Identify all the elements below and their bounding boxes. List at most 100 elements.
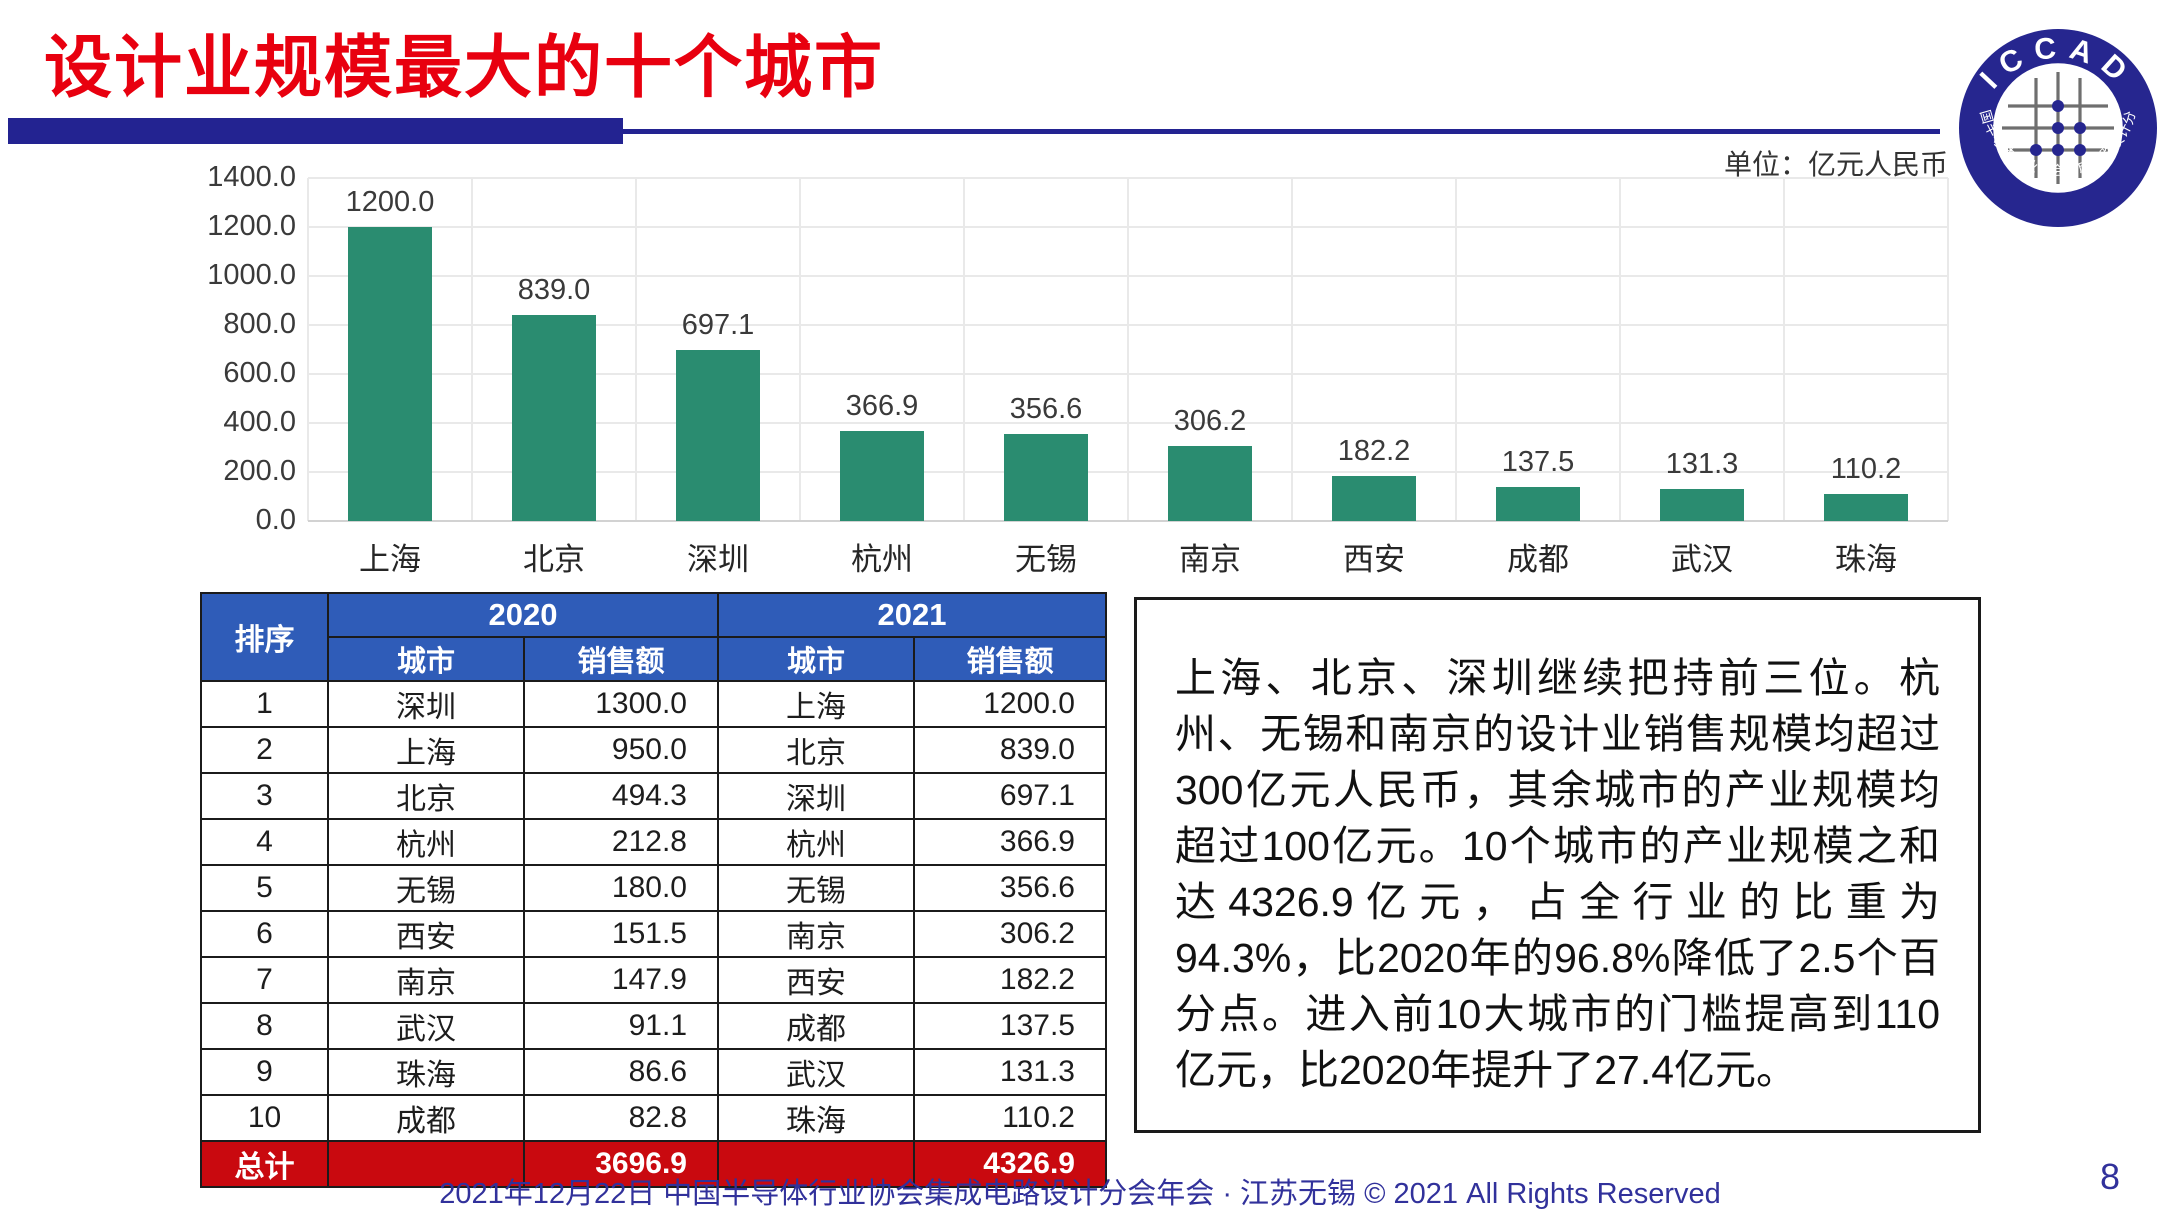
x-axis-tick-label: 南京 (1179, 542, 1241, 577)
cell-sales-2020: 180.0 (523, 864, 719, 912)
cell-sales-2021: 1200.0 (913, 680, 1107, 728)
table-header-sales: 销售额 (523, 636, 719, 682)
table-row: 3 北京 494.3 深圳 697.1 (200, 772, 1107, 820)
cell-sales-2021: 182.2 (913, 956, 1107, 1004)
cell-city-2020: 无锡 (327, 864, 525, 912)
cell-sales-2021: 366.9 (913, 818, 1107, 866)
bar-value-label: 131.3 (1665, 448, 1739, 480)
ranking-table-container: 排序 2020 2021 城市 销售额 城市 销售额 1 深圳 1300.0 上海 1200.0 2 上海… (200, 592, 1107, 1188)
y-axis-tick-label: 1400.0 (207, 161, 296, 193)
cell-sales-2021: 137.5 (913, 1002, 1107, 1050)
table-row: 5 无锡 180.0 无锡 356.6 (200, 864, 1107, 912)
bar-chart: 1200.0 839.0 697.1 366.9 356.6 306.2 182.2 137.… (140, 160, 1955, 590)
table-header-city: 城市 (327, 636, 525, 682)
grid-line-horizontal (308, 177, 1948, 179)
table-row: 4 杭州 212.8 杭州 366.9 (200, 818, 1107, 866)
table-row: 1 深圳 1300.0 上海 1200.0 (200, 680, 1107, 728)
table-total-row: 总计 3696.9 4326.9 (200, 1140, 1107, 1188)
logo-circuit-dots (2030, 100, 2086, 156)
y-axis-tick-label: 1200.0 (207, 210, 296, 242)
grid-line-horizontal (308, 275, 1948, 277)
grid-line-horizontal (308, 226, 1948, 228)
x-axis-tick-label: 武汉 (1671, 542, 1733, 577)
cell-sales-2021: 306.2 (913, 910, 1107, 958)
cell-city-2021: 南京 (717, 910, 915, 958)
grid-line-vertical (307, 178, 309, 521)
x-axis-tick-label: 成都 (1507, 542, 1569, 577)
cell-city-2020: 北京 (327, 772, 525, 820)
grid-line-vertical (1127, 178, 1129, 521)
bar-无锡 (1004, 434, 1088, 521)
bar-value-label: 697.1 (681, 309, 755, 341)
grid-line-vertical (1291, 178, 1293, 521)
cell-sales-2021: 839.0 (913, 726, 1107, 774)
cell-city-2021: 上海 (717, 680, 915, 728)
cell-sales-2020: 212.8 (523, 818, 719, 866)
grid-line-horizontal (308, 422, 1948, 424)
y-axis-tick-label: 1000.0 (207, 259, 296, 291)
y-axis-tick-label: 800.0 (223, 308, 296, 340)
cell-sales-2021: 110.2 (913, 1094, 1107, 1142)
cell-rank: 6 (200, 910, 329, 958)
cell-city-2020: 珠海 (327, 1048, 525, 1096)
cell-rank: 7 (200, 956, 329, 1004)
bar-value-label: 1200.0 (345, 186, 435, 218)
cell-city-2020: 深圳 (327, 680, 525, 728)
bar-value-label: 182.2 (1337, 435, 1411, 467)
table-row: 9 珠海 86.6 武汉 131.3 (200, 1048, 1107, 1096)
table-header-2020: 2020 (327, 592, 719, 638)
cell-city-2020: 武汉 (327, 1002, 525, 1050)
cell-rank: 3 (200, 772, 329, 820)
analysis-box: 上海、北京、深圳继续把持前三位。杭州、无锡和南京的设计业销售规模均超过300亿元… (1134, 597, 1981, 1133)
cell-sales-2020: 151.5 (523, 910, 719, 958)
cell-sales-2020: 494.3 (523, 772, 719, 820)
cell-rank: 2 (200, 726, 329, 774)
bar-杭州 (840, 431, 924, 521)
cell-city-2021: 武汉 (717, 1048, 915, 1096)
x-axis-tick-label: 珠海 (1835, 542, 1897, 577)
table-row: 7 南京 147.9 西安 182.2 (200, 956, 1107, 1004)
cell-sales-2021: 697.1 (913, 772, 1107, 820)
title-divider-thin (623, 129, 1940, 134)
title-divider-thick (8, 118, 623, 144)
iccad-logo: ICCAD 中国半导体行业协会集成电路设计分会 (1958, 28, 2157, 227)
grid-line-vertical (1619, 178, 1621, 521)
bar-深圳 (676, 350, 760, 521)
cell-city-2020: 杭州 (327, 818, 525, 866)
bar-value-label: 356.6 (1009, 393, 1083, 425)
x-axis-tick-label: 深圳 (687, 542, 749, 577)
bar-value-label: 306.2 (1173, 405, 1247, 437)
total-empty-2020 (327, 1140, 525, 1188)
total-label: 总计 (200, 1140, 329, 1188)
grid-line-vertical (1455, 178, 1457, 521)
cell-city-2021: 杭州 (717, 818, 915, 866)
bar-成都 (1496, 487, 1580, 521)
cell-city-2020: 西安 (327, 910, 525, 958)
cell-city-2021: 北京 (717, 726, 915, 774)
grid-line-horizontal (308, 324, 1948, 326)
table-header-city: 城市 (717, 636, 915, 682)
chart-plot: 1200.0 839.0 697.1 366.9 356.6 306.2 182.2 137.… (307, 177, 1949, 522)
bar-value-label: 137.5 (1501, 446, 1575, 478)
x-axis-tick-label: 西安 (1343, 542, 1405, 577)
grid-line-horizontal (308, 520, 1948, 522)
cell-city-2021: 无锡 (717, 864, 915, 912)
total-sales-2021: 4326.9 (913, 1140, 1107, 1188)
cell-city-2021: 深圳 (717, 772, 915, 820)
cell-city-2021: 成都 (717, 1002, 915, 1050)
y-axis-tick-label: 0.0 (255, 504, 296, 536)
bar-value-label: 366.9 (845, 390, 919, 422)
cell-sales-2020: 1300.0 (523, 680, 719, 728)
grid-line-vertical (1947, 178, 1949, 521)
cell-sales-2020: 147.9 (523, 956, 719, 1004)
cell-city-2020: 成都 (327, 1094, 525, 1142)
analysis-text: 上海、北京、深圳继续把持前三位。杭州、无锡和南京的设计业销售规模均超过300亿元… (1175, 655, 1940, 1093)
cell-city-2021: 西安 (717, 956, 915, 1004)
grid-line-vertical (635, 178, 637, 521)
x-axis-tick-label: 无锡 (1015, 542, 1077, 577)
y-axis-tick-label: 600.0 (223, 357, 296, 389)
grid-line-vertical (471, 178, 473, 521)
total-sales-2020: 3696.9 (523, 1140, 719, 1188)
y-axis-tick-label: 200.0 (223, 455, 296, 487)
